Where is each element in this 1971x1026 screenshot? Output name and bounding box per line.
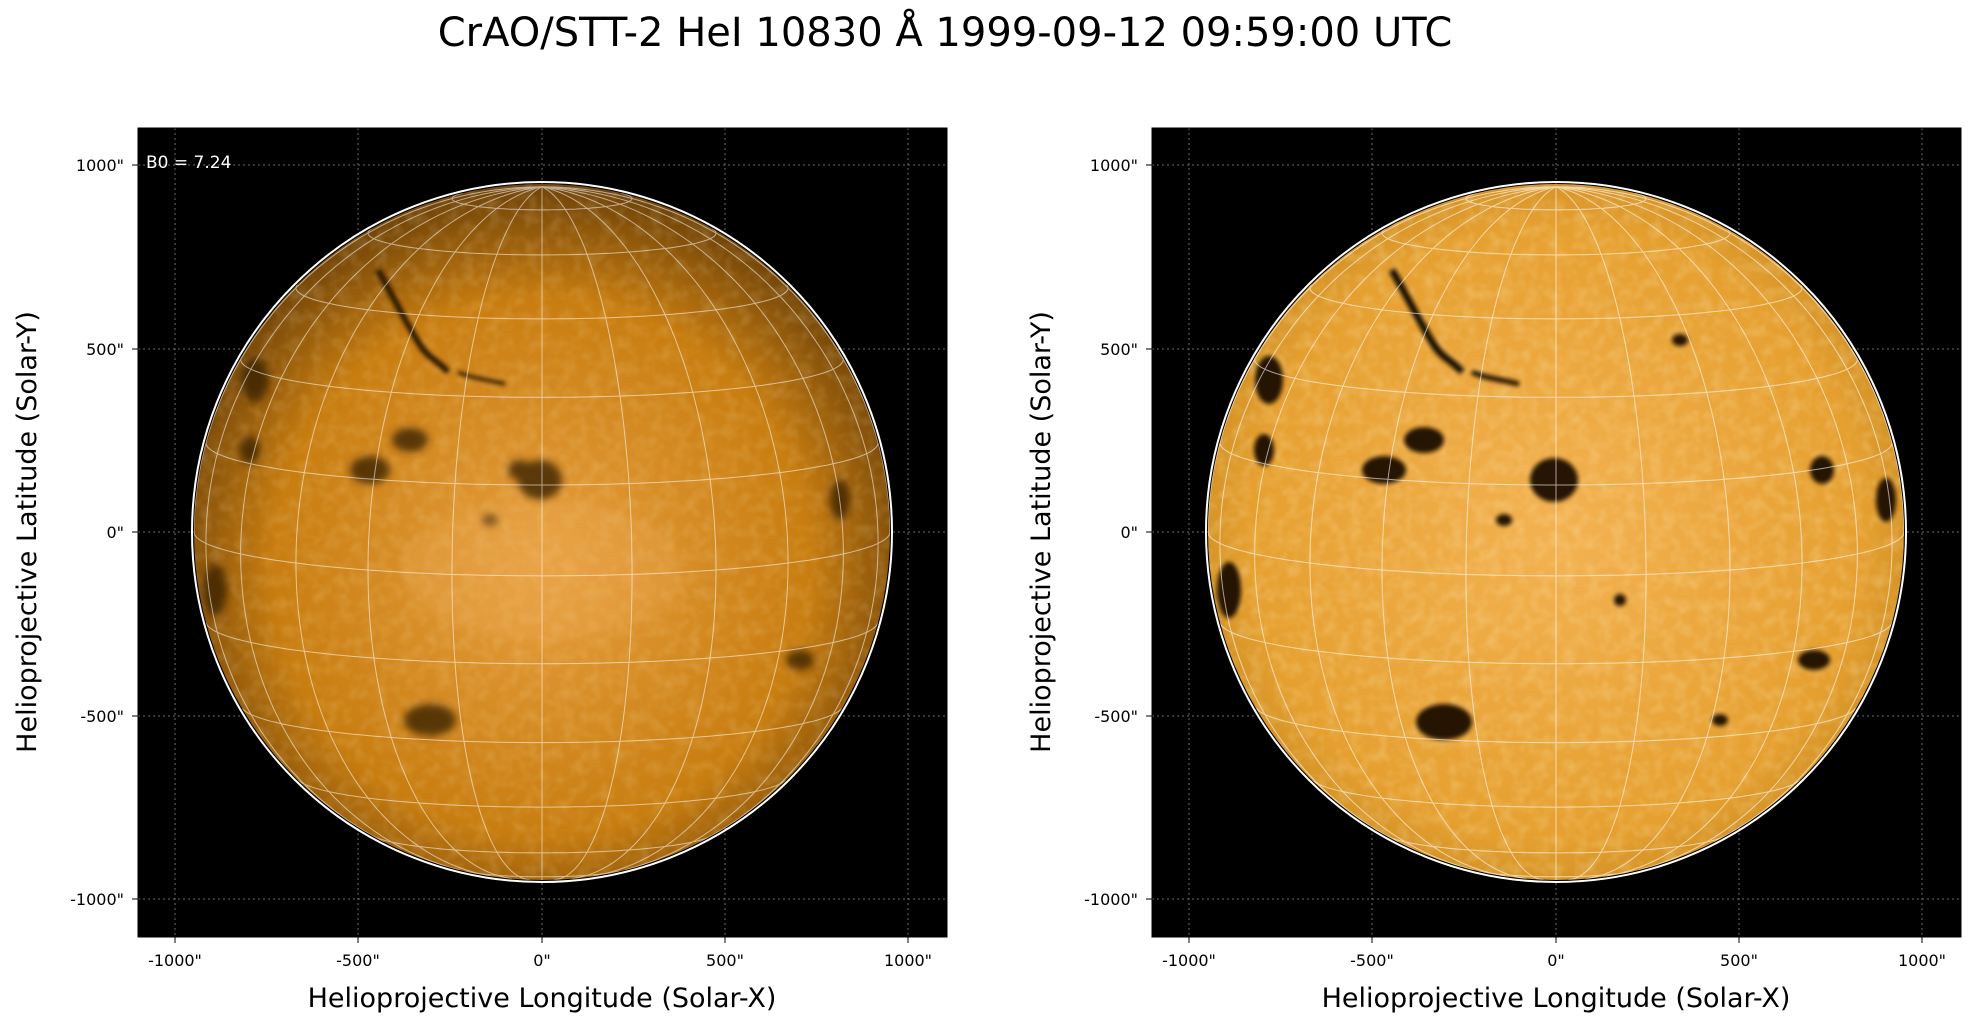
grid-line [372, 835, 712, 854]
grid-line [1219, 442, 1893, 486]
grid-line [1219, 186, 1557, 843]
grid-line [1555, 186, 1731, 880]
panel-original: B0 = 7.24 -1000" -500" 0" 500" 1000" 100… [12, 127, 948, 1014]
x-tick-label: 500" [1720, 951, 1758, 970]
grid-line [1555, 186, 1803, 877]
grid-line [1254, 356, 1858, 398]
grid-line [541, 186, 633, 880]
grid-line [541, 186, 717, 880]
grid-line [1311, 780, 1801, 808]
y-tick-label: -500" [1094, 707, 1138, 726]
y-tick-label: -1000" [1084, 890, 1138, 909]
grid-line [1255, 708, 1857, 744]
x-tick-labels: -1000" -500" 0" 500" 1000" [1162, 951, 1946, 970]
grid-line [295, 186, 543, 877]
grid-line [1309, 284, 1803, 320]
grid-line [1208, 531, 1904, 577]
y-tick-label: -1000" [70, 890, 124, 909]
grid-line [541, 186, 879, 843]
grid-line [194, 531, 890, 577]
y-tick-label: 0" [106, 523, 124, 542]
x-tick-label: -1000" [1162, 951, 1216, 970]
lat-lon-grid [1208, 186, 1904, 880]
grid-line [1555, 186, 1858, 871]
x-tick-label: 0" [533, 951, 551, 970]
grid-line [1386, 835, 1726, 854]
y-tick-label: 1000" [1090, 156, 1138, 175]
grid-line [451, 192, 633, 211]
grid-line [1555, 186, 1647, 880]
grid-line [1381, 186, 1557, 880]
x-axis-label: Helioprojective Longitude (Solar-X) [308, 983, 777, 1014]
grid-line [541, 186, 844, 871]
figure-title: CrAO/STT-2 HeI 10830 Å 1999-09-12 09:59:… [437, 10, 1453, 56]
grid-line [1309, 186, 1557, 877]
solar-limb [191, 181, 893, 883]
grid-line [205, 186, 543, 843]
grid-line [295, 284, 789, 320]
x-tick-label: 1000" [884, 951, 932, 970]
grid-line [205, 442, 879, 486]
grid-line [541, 186, 789, 877]
panel-enhanced: -1000" -500" 0" 500" 1000" 1000" 500" 0"… [1026, 127, 1962, 1014]
grid-line [367, 228, 717, 256]
x-tick-labels: -1000" -500" 0" 500" 1000" [148, 951, 932, 970]
b0-annotation: B0 = 7.24 [146, 153, 231, 173]
x-tick-label: 1000" [1898, 951, 1946, 970]
y-axis-label: Helioprojective Latitude (Solar-Y) [12, 311, 43, 753]
grid-line [241, 708, 843, 744]
grid-line [1465, 192, 1647, 211]
x-tick-label: 0" [1547, 951, 1565, 970]
y-tick-label: 1000" [76, 156, 124, 175]
x-tick-label: -500" [1350, 951, 1394, 970]
grid-line [367, 186, 543, 880]
grid-line [1219, 622, 1893, 665]
x-axis-label: Helioprojective Longitude (Solar-X) [1322, 983, 1791, 1014]
y-tick-label: 500" [1100, 340, 1138, 359]
y-tick-labels: 1000" 500" 0" -500" -1000" [1084, 156, 1138, 909]
x-tick-label: -500" [336, 951, 380, 970]
grid-line [240, 186, 543, 871]
x-tick-label: 500" [706, 951, 744, 970]
grid-line [1555, 186, 1893, 843]
grid-line [297, 780, 787, 808]
y-tick-label: -500" [80, 707, 124, 726]
y-axis-label: Helioprojective Latitude (Solar-Y) [1026, 311, 1057, 753]
grid-line [451, 186, 543, 880]
x-tick-label: -1000" [148, 951, 202, 970]
y-tick-label: 500" [86, 340, 124, 359]
grid-line [240, 356, 844, 398]
grid-line [205, 622, 879, 665]
grid-line [1465, 186, 1557, 880]
grid-line [1254, 186, 1557, 871]
grid-line [1477, 870, 1635, 878]
solar-limb [1205, 181, 1907, 883]
y-tick-labels: 1000" 500" 0" -500" -1000" [70, 156, 124, 909]
lat-lon-grid [194, 186, 890, 880]
y-tick-label: 0" [1120, 523, 1138, 542]
grid-line [1381, 228, 1731, 256]
grid-line [463, 870, 621, 878]
